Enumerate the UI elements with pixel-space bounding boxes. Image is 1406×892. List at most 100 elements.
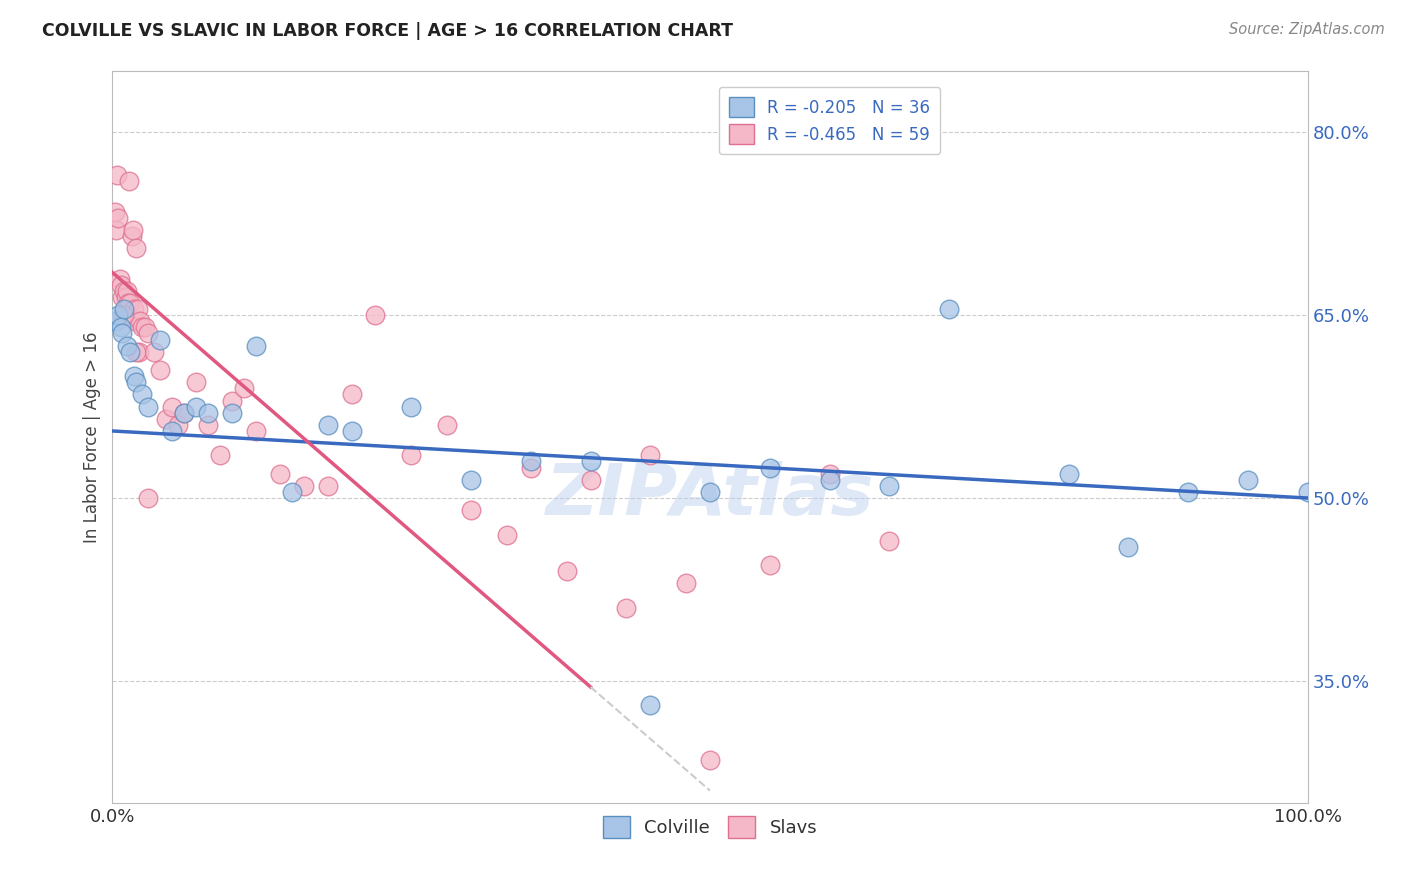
Point xyxy=(1237,473,1260,487)
Point xyxy=(115,338,138,352)
Point xyxy=(759,558,782,573)
Point xyxy=(105,223,128,237)
Point xyxy=(138,400,160,414)
Point xyxy=(155,412,177,426)
Point xyxy=(114,308,135,322)
Point xyxy=(111,290,134,304)
Point xyxy=(281,485,304,500)
Point xyxy=(173,406,195,420)
Point xyxy=(221,406,243,420)
Point xyxy=(555,564,578,578)
Point xyxy=(186,375,208,389)
Point xyxy=(108,271,131,285)
Point xyxy=(107,308,129,322)
Point xyxy=(122,302,145,317)
Point xyxy=(759,460,782,475)
Point xyxy=(1118,540,1140,554)
Point xyxy=(340,424,363,438)
Point xyxy=(111,326,134,341)
Point xyxy=(1177,485,1199,500)
Point xyxy=(143,344,166,359)
Point xyxy=(197,406,219,420)
Point xyxy=(938,302,960,317)
Point xyxy=(149,333,172,347)
Point xyxy=(579,473,602,487)
Point xyxy=(699,753,721,767)
Point xyxy=(114,290,136,304)
Point xyxy=(122,369,145,384)
Point xyxy=(131,320,153,334)
Point xyxy=(121,223,143,237)
Point xyxy=(221,393,243,408)
Point xyxy=(105,168,128,182)
Point xyxy=(640,698,662,713)
Point xyxy=(496,527,519,541)
Point xyxy=(125,241,148,255)
Point xyxy=(110,277,132,292)
Point xyxy=(125,344,148,359)
Point xyxy=(675,576,697,591)
Point xyxy=(460,473,482,487)
Point xyxy=(117,296,139,310)
Point xyxy=(460,503,482,517)
Point xyxy=(138,491,160,505)
Point xyxy=(292,479,315,493)
Point xyxy=(245,338,267,352)
Point xyxy=(128,344,150,359)
Point xyxy=(121,229,143,244)
Y-axis label: In Labor Force | Age > 16: In Labor Force | Age > 16 xyxy=(83,331,101,543)
Point xyxy=(125,375,148,389)
Point xyxy=(114,284,135,298)
Text: Source: ZipAtlas.com: Source: ZipAtlas.com xyxy=(1229,22,1385,37)
Text: COLVILLE VS SLAVIC IN LABOR FORCE | AGE > 16 CORRELATION CHART: COLVILLE VS SLAVIC IN LABOR FORCE | AGE … xyxy=(42,22,733,40)
Point xyxy=(818,467,841,481)
Point xyxy=(115,284,138,298)
Point xyxy=(112,308,135,322)
Point xyxy=(209,448,232,462)
Point xyxy=(114,302,135,317)
Point xyxy=(138,326,160,341)
Point xyxy=(127,302,149,317)
Point xyxy=(110,320,132,334)
Point xyxy=(1296,485,1319,500)
Point xyxy=(818,473,841,487)
Legend: Colville, Slavs: Colville, Slavs xyxy=(596,808,824,845)
Point xyxy=(104,204,127,219)
Point xyxy=(120,344,142,359)
Point xyxy=(162,424,183,438)
Point xyxy=(131,387,153,401)
Point xyxy=(879,479,901,493)
Point xyxy=(118,174,141,188)
Point xyxy=(1057,467,1080,481)
Point xyxy=(579,454,602,468)
Point xyxy=(436,417,458,432)
Point xyxy=(340,387,363,401)
Point xyxy=(173,406,195,420)
Point xyxy=(245,424,267,438)
Point xyxy=(640,448,662,462)
Point xyxy=(401,448,423,462)
Point xyxy=(364,308,387,322)
Point xyxy=(269,467,291,481)
Point xyxy=(186,400,208,414)
Text: ZIPAtlas: ZIPAtlas xyxy=(546,461,875,530)
Point xyxy=(616,600,638,615)
Point xyxy=(162,400,183,414)
Point xyxy=(197,417,219,432)
Point xyxy=(520,454,543,468)
Point xyxy=(149,363,172,377)
Point xyxy=(316,479,339,493)
Point xyxy=(520,460,543,475)
Point xyxy=(316,417,339,432)
Point xyxy=(129,314,152,328)
Point xyxy=(699,485,721,500)
Point xyxy=(401,400,423,414)
Point xyxy=(107,211,129,225)
Point xyxy=(124,314,146,328)
Point xyxy=(233,381,256,395)
Point xyxy=(105,314,128,328)
Point xyxy=(879,533,901,548)
Point xyxy=(120,296,142,310)
Point xyxy=(134,320,156,334)
Point xyxy=(167,417,190,432)
